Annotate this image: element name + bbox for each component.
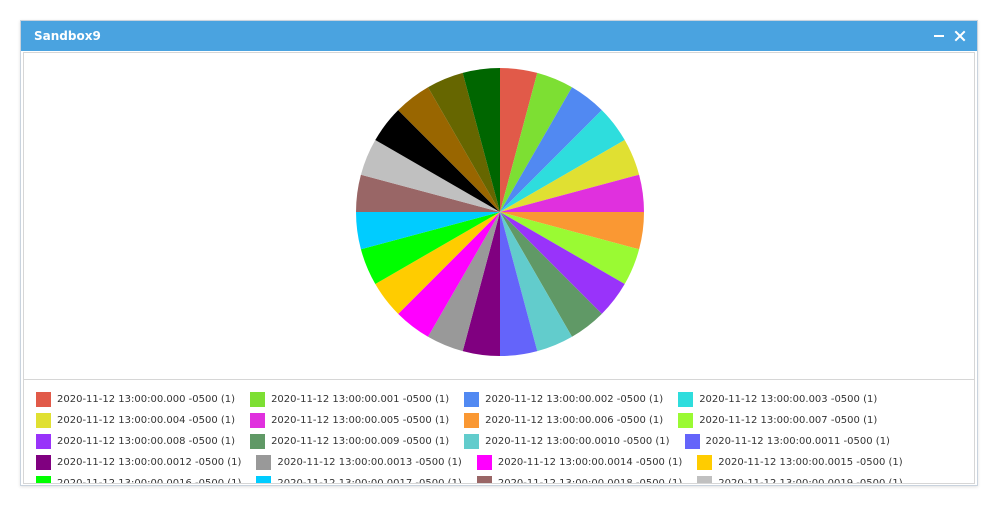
pie-chart bbox=[356, 68, 644, 356]
close-icon bbox=[954, 30, 966, 42]
legend-item[interactable]: 2020-11-12 13:00:00.0017 -0500 (1) bbox=[256, 475, 462, 484]
legend-item[interactable]: 2020-11-12 13:00:00.004 -0500 (1) bbox=[36, 412, 235, 428]
legend-label: 2020-11-12 13:00:00.007 -0500 (1) bbox=[699, 414, 878, 426]
legend-swatch bbox=[256, 454, 272, 470]
legend-label: 2020-11-12 13:00:00.0010 -0500 (1) bbox=[485, 435, 670, 447]
legend-item[interactable]: 2020-11-12 13:00:00.0014 -0500 (1) bbox=[476, 454, 683, 470]
close-button[interactable] bbox=[949, 21, 971, 51]
legend-label: 2020-11-12 13:00:00.005 -0500 (1) bbox=[271, 414, 450, 426]
pie-slice-6[interactable] bbox=[500, 212, 644, 250]
legend-label: 2020-11-12 13:00:00.000 -0500 (1) bbox=[57, 393, 236, 405]
legend-label: 2020-11-12 13:00:00.002 -0500 (1) bbox=[485, 393, 664, 405]
legend-swatch bbox=[678, 412, 694, 428]
window-title: Sandbox9 bbox=[34, 29, 101, 43]
legend-item[interactable]: 2020-11-12 13:00:00.0010 -0500 (1) bbox=[464, 433, 670, 449]
legend-item[interactable]: 2020-11-12 13:00:00.006 -0500 (1) bbox=[464, 412, 663, 428]
pie-slice-3[interactable] bbox=[500, 110, 625, 212]
legend-label: 2020-11-12 13:00:00.0018 -0500 (1) bbox=[497, 477, 683, 484]
legend-swatch bbox=[464, 433, 480, 449]
pie-slice-9[interactable] bbox=[500, 212, 602, 337]
pie-slice-16[interactable] bbox=[360, 212, 500, 284]
legend-swatch bbox=[250, 433, 266, 449]
legend-item[interactable]: 2020-11-12 13:00:00.009 -0500 (1) bbox=[250, 433, 449, 449]
legend-swatch bbox=[250, 391, 266, 407]
legend-item[interactable]: 2020-11-12 13:00:00.005 -0500 (1) bbox=[250, 412, 449, 428]
pie-slice-15[interactable] bbox=[375, 212, 500, 314]
legend-item[interactable]: 2020-11-12 13:00:00.007 -0500 (1) bbox=[678, 412, 877, 428]
legend-item[interactable]: 2020-11-12 13:00:00.002 -0500 (1) bbox=[464, 391, 663, 407]
legend-label: 2020-11-12 13:00:00.0017 -0500 (1) bbox=[277, 477, 462, 484]
sandbox-window: Sandbox9 2020-11-12 13:00:00.000 -0500 (… bbox=[20, 20, 978, 486]
legend-label: 2020-11-12 13:00:00.009 -0500 (1) bbox=[271, 435, 450, 447]
legend-label: 2020-11-12 13:00:00.008 -0500 (1) bbox=[57, 435, 236, 447]
pie-slice-17[interactable] bbox=[356, 212, 500, 250]
legend-swatch bbox=[678, 391, 694, 407]
legend-item[interactable]: 2020-11-12 13:00:00.0019 -0500 (1) bbox=[697, 475, 903, 484]
legend-swatch bbox=[464, 391, 480, 407]
legend-label: 2020-11-12 13:00:00.0014 -0500 (1) bbox=[497, 456, 683, 468]
pie-slice-5[interactable] bbox=[500, 174, 644, 212]
minimize-icon bbox=[934, 35, 944, 37]
pie-slice-12[interactable] bbox=[462, 212, 500, 356]
legend-label: 2020-11-12 13:00:00.0015 -0500 (1) bbox=[718, 456, 903, 468]
legend-item[interactable]: 2020-11-12 13:00:00.0018 -0500 (1) bbox=[476, 475, 683, 484]
legend-label: 2020-11-12 13:00:00.0012 -0500 (1) bbox=[57, 456, 242, 468]
pie-slice-13[interactable] bbox=[428, 212, 500, 352]
legend-label: 2020-11-12 13:00:00.0011 -0500 (1) bbox=[705, 435, 890, 447]
pie-slice-8[interactable] bbox=[500, 212, 625, 314]
pie-slice-1[interactable] bbox=[500, 72, 572, 212]
pie-slice-23[interactable] bbox=[462, 68, 500, 212]
pie-slice-21[interactable] bbox=[398, 87, 500, 212]
legend-item[interactable]: 2020-11-12 13:00:00.008 -0500 (1) bbox=[36, 433, 235, 449]
legend-swatch bbox=[464, 412, 480, 428]
legend-label: 2020-11-12 13:00:00.0019 -0500 (1) bbox=[718, 477, 903, 484]
pie-slice-2[interactable] bbox=[500, 87, 602, 212]
legend-swatch bbox=[36, 475, 51, 483]
legend-item[interactable]: 2020-11-12 13:00:00.0013 -0500 (1) bbox=[256, 454, 462, 470]
legend-item[interactable]: 2020-11-12 13:00:00.0012 -0500 (1) bbox=[36, 454, 241, 470]
pie-slice-22[interactable] bbox=[428, 72, 500, 212]
chart-area bbox=[23, 52, 975, 380]
legend-swatch bbox=[697, 475, 713, 483]
legend-panel[interactable]: 2020-11-12 13:00:00.000 -0500 (1) 2020-11… bbox=[23, 380, 975, 484]
pie-slice-10[interactable] bbox=[500, 212, 572, 352]
pie-slice-4[interactable] bbox=[500, 140, 640, 212]
legend-item[interactable]: 2020-11-12 13:00:00.0011 -0500 (1) bbox=[684, 433, 890, 449]
legend-item[interactable]: 2020-11-12 13:00:00.000 -0500 (1) bbox=[36, 391, 235, 407]
legend-swatch bbox=[684, 433, 700, 449]
legend-label: 2020-11-12 13:00:00.0016 -0500 (1) bbox=[57, 477, 242, 484]
legend-swatch bbox=[36, 412, 51, 428]
legend-label: 2020-11-12 13:00:00.0013 -0500 (1) bbox=[277, 456, 462, 468]
legend-swatch bbox=[697, 454, 713, 470]
legend-item[interactable]: 2020-11-12 13:00:00.003 -0500 (1) bbox=[678, 391, 877, 407]
legend-swatch bbox=[36, 391, 51, 407]
legend-item[interactable]: 2020-11-12 13:00:00.0015 -0500 (1) bbox=[697, 454, 903, 470]
legend-label: 2020-11-12 13:00:00.001 -0500 (1) bbox=[271, 393, 450, 405]
pie-slice-11[interactable] bbox=[500, 212, 538, 356]
legend-swatch bbox=[250, 412, 266, 428]
window-titlebar[interactable]: Sandbox9 bbox=[21, 21, 977, 51]
pie-slice-0[interactable] bbox=[500, 68, 538, 212]
minimize-button[interactable] bbox=[928, 21, 950, 51]
legend-label: 2020-11-12 13:00:00.004 -0500 (1) bbox=[57, 414, 236, 426]
legend-label: 2020-11-12 13:00:00.006 -0500 (1) bbox=[485, 414, 664, 426]
legend-item[interactable]: 2020-11-12 13:00:00.001 -0500 (1) bbox=[250, 391, 449, 407]
legend-list: 2020-11-12 13:00:00.000 -0500 (1) 2020-11… bbox=[36, 391, 966, 484]
pie-slice-18[interactable] bbox=[356, 174, 500, 212]
legend-swatch bbox=[476, 475, 492, 483]
legend-label: 2020-11-12 13:00:00.003 -0500 (1) bbox=[699, 393, 878, 405]
legend-swatch bbox=[36, 433, 51, 449]
pie-slice-7[interactable] bbox=[500, 212, 640, 284]
pie-slice-14[interactable] bbox=[398, 212, 500, 337]
pie-slice-19[interactable] bbox=[360, 140, 500, 212]
legend-swatch bbox=[36, 454, 51, 470]
legend-item[interactable]: 2020-11-12 13:00:00.0016 -0500 (1) bbox=[36, 475, 242, 484]
legend-swatch bbox=[256, 475, 272, 483]
legend-swatch bbox=[476, 454, 492, 470]
pie-slice-20[interactable] bbox=[375, 110, 500, 212]
